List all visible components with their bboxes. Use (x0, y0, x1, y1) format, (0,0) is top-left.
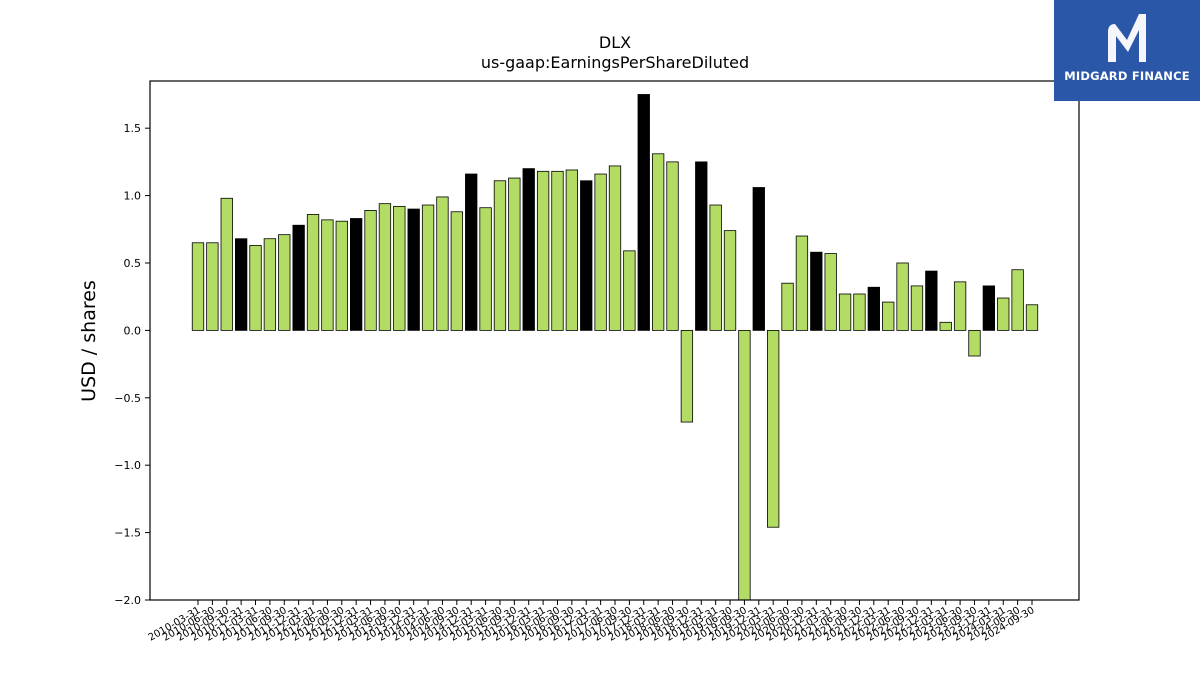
bar-2015-06-30 (493, 180, 507, 331)
bar-2017-12-31 (637, 94, 650, 331)
bar-2010-06-30 (206, 242, 219, 331)
y-tick-label: 1.5 (124, 122, 142, 135)
bar-2018-03-31 (651, 153, 665, 331)
midgard-m-mark-icon (1108, 14, 1146, 62)
bar-2019-12-31 (752, 187, 765, 331)
bar-2020-09-30 (795, 235, 809, 331)
bar-2014-03-31 (421, 204, 435, 331)
y-tick-label: −1.5 (114, 527, 141, 540)
bar-2017-06-30 (608, 165, 622, 331)
bar-2016-06-30 (551, 170, 564, 331)
bar-2012-09-30 (335, 220, 348, 331)
brand-name: MIDGARD FINANCE (1064, 69, 1190, 83)
bar-2016-03-31 (536, 170, 550, 331)
bar-2011-06-30 (263, 238, 277, 331)
bar-2023-12-31 (982, 285, 996, 331)
bar-2024-03-31 (997, 297, 1010, 331)
bar-2014-12-31 (465, 173, 478, 331)
bar-2021-12-31 (867, 286, 880, 331)
bar-2012-03-31 (306, 214, 320, 331)
y-axis-label: USD / shares (78, 280, 100, 402)
plot-frame (149, 80, 1080, 601)
bar-2023-09-30 (968, 329, 981, 357)
bar-2011-09-30 (278, 234, 291, 331)
bar-2023-06-30 (953, 281, 967, 331)
bar-2019-09-30 (738, 329, 751, 601)
bar-2020-06-30 (781, 282, 794, 331)
bar-series (191, 94, 1039, 601)
bar-2019-06-30 (723, 230, 737, 331)
bar-2011-12-31 (292, 224, 305, 331)
bar-2020-03-31 (767, 329, 780, 528)
bar-2012-06-30 (321, 219, 334, 331)
bar-2021-06-30 (838, 293, 852, 331)
bar-2022-06-30 (896, 262, 909, 331)
bar-2024-09-30 (1025, 304, 1039, 331)
bar-2010-09-30 (220, 197, 233, 331)
bar-2016-12-31 (580, 180, 593, 331)
bar-2017-09-30 (623, 250, 636, 331)
bar-2017-03-31 (594, 173, 607, 331)
bar-2024-06-30 (1011, 269, 1024, 331)
y-tick-label: −2.0 (114, 594, 141, 607)
midgard-finance-logo: MIDGARD FINANCE (1054, 0, 1200, 101)
bar-2018-12-31 (695, 161, 708, 331)
bar-2018-09-30 (680, 329, 694, 423)
chart-title: DLX (599, 33, 631, 52)
bar-2013-09-30 (393, 205, 406, 331)
y-tick-label: 0.5 (124, 257, 142, 270)
bar-2010-12-31 (234, 238, 248, 331)
bar-2020-12-31 (810, 251, 823, 331)
y-axis: −2.0 −1.5 −1.0 −0.5 0.0 0.5 1.0 1.5 (114, 122, 150, 607)
bar-2013-03-31 (364, 210, 377, 331)
y-tick-label: −1.0 (114, 459, 141, 472)
bar-2022-12-31 (925, 270, 938, 331)
x-axis: 2010-03-312010-06-302010-09-302010-12-31… (147, 600, 1037, 644)
bar-2014-09-30 (450, 211, 463, 331)
bar-2021-03-31 (824, 253, 837, 331)
bar-2012-12-31 (350, 218, 363, 331)
bar-2022-03-31 (882, 301, 895, 331)
chart-subtitle: us-gaap:EarningsPerShareDiluted (481, 53, 749, 72)
y-tick-label: −0.5 (114, 392, 141, 405)
bar-2016-09-30 (565, 169, 579, 331)
bar-2013-06-30 (378, 203, 392, 331)
bar-2015-09-30 (508, 177, 521, 331)
y-tick-label: 0.0 (124, 324, 142, 337)
bar-2022-09-30 (910, 285, 924, 331)
bar-2015-12-31 (522, 168, 535, 331)
y-tick-label: 1.0 (124, 190, 142, 203)
bar-2015-03-31 (479, 207, 492, 331)
bar-2021-09-30 (853, 293, 866, 331)
bar-2010-03-31 (191, 242, 205, 331)
bar-2011-03-31 (249, 245, 262, 331)
bar-2018-06-30 (666, 161, 679, 331)
bar-2023-03-31 (939, 321, 952, 331)
bar-2013-12-31 (407, 208, 420, 331)
bar-2014-06-30 (436, 196, 449, 331)
bar-2019-03-31 (709, 204, 722, 331)
